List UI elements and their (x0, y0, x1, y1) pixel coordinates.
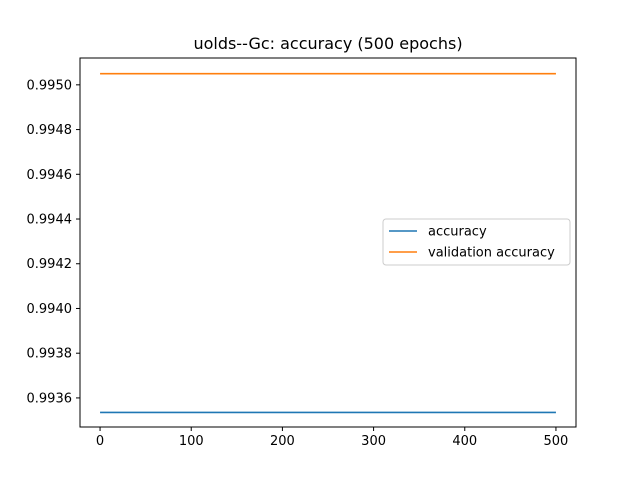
x-tick-label: 0 (96, 434, 104, 449)
x-tick-label: 300 (361, 434, 386, 449)
legend: accuracy validation accuracy (382, 218, 571, 266)
y-tick-label: 0.9938 (27, 347, 73, 362)
legend-label: accuracy (428, 225, 487, 240)
x-tick-label: 200 (270, 434, 295, 449)
x-tick-label: 500 (544, 434, 569, 449)
legend-box (382, 218, 571, 266)
chart-title: uolds--Gc: accuracy (500 epochs) (193, 34, 462, 53)
y-tick-label: 0.9946 (27, 168, 73, 183)
y-tick-label: 0.9940 (27, 302, 73, 317)
y-tick-label: 0.9944 (27, 213, 73, 228)
y-tick-label: 0.9950 (27, 78, 73, 93)
plot-area (100, 72, 556, 414)
x-tick-label: 100 (179, 434, 204, 449)
y-tick-label: 0.9936 (27, 391, 73, 406)
plot-frame (79, 57, 577, 428)
y-tick-label: 0.9948 (27, 123, 73, 138)
y-axis: 0.9936 0.9938 0.9940 0.9942 0.9944 0.9946 0.99… (27, 78, 80, 406)
x-tick-label: 400 (452, 434, 477, 449)
x-axis: 0 100 200 300 400 500 (96, 427, 568, 449)
y-tick-label: 0.9942 (27, 257, 73, 272)
legend-label: validation accuracy (428, 246, 555, 261)
